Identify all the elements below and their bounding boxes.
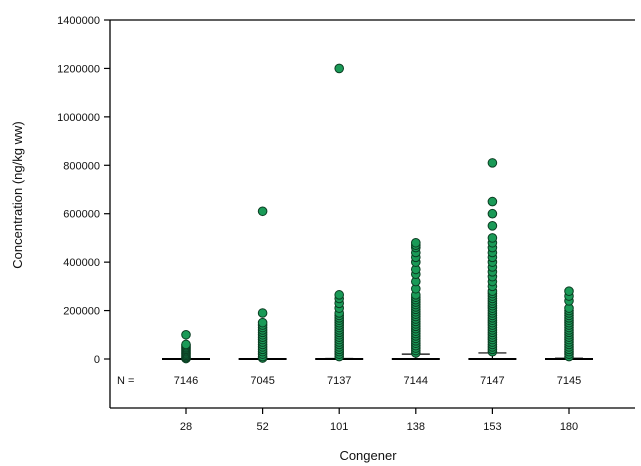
box-group-52 <box>238 206 287 363</box>
y-tick-label: 800000 <box>63 160 100 172</box>
outlier-point <box>487 196 498 207</box>
x-category-label: 52 <box>256 421 268 433</box>
box-group-28 <box>162 329 210 364</box>
box-group-138 <box>391 237 440 360</box>
n-count-label: 7146 <box>174 375 198 387</box>
x-category-label: 101 <box>330 421 348 433</box>
outlier-point <box>487 208 498 219</box>
x-category-label: 180 <box>560 421 578 433</box>
n-prefix-label: N = <box>117 375 134 387</box>
x-axis-title: Congener <box>339 448 397 463</box>
y-tick-label: 400000 <box>63 257 100 269</box>
outlier-point <box>487 158 498 168</box>
y-tick-label: 1400000 <box>57 15 100 27</box>
y-tick-label: 600000 <box>63 209 100 221</box>
box-group-153 <box>468 158 517 360</box>
box-group-101 <box>315 63 364 362</box>
box-group-180 <box>545 286 593 362</box>
y-tick-label: 1200000 <box>57 63 100 75</box>
outlier-point <box>181 339 191 350</box>
outlier-point <box>257 308 268 318</box>
outlier-point <box>411 237 421 248</box>
n-count-label: 7147 <box>480 375 504 387</box>
x-category-label: 153 <box>483 421 501 433</box>
y-tick-label: 200000 <box>63 306 100 318</box>
y-tick-label: 1000000 <box>57 112 100 124</box>
outlier-point <box>487 233 498 243</box>
x-category-label: 28 <box>180 421 192 433</box>
y-tick-label: 0 <box>94 354 100 366</box>
n-count-label: 7045 <box>250 375 274 387</box>
x-category-label: 138 <box>407 421 425 433</box>
y-axis-title: Concentration (ng/kg ww) <box>10 121 25 268</box>
outlier-point <box>257 317 268 328</box>
plot-area: 0 200000 400000 600000 800000 1000000 1200000 1… <box>57 15 635 433</box>
outlier-point <box>181 329 191 340</box>
outlier-point <box>334 63 345 74</box>
n-count-label: 7137 <box>327 375 351 387</box>
outlier-point <box>334 290 345 300</box>
outlier-point <box>487 221 498 231</box>
n-count-label: 7144 <box>404 375 428 387</box>
n-count-label: 7145 <box>557 375 581 387</box>
outlier-point <box>564 286 574 297</box>
outlier-point <box>257 206 268 217</box>
